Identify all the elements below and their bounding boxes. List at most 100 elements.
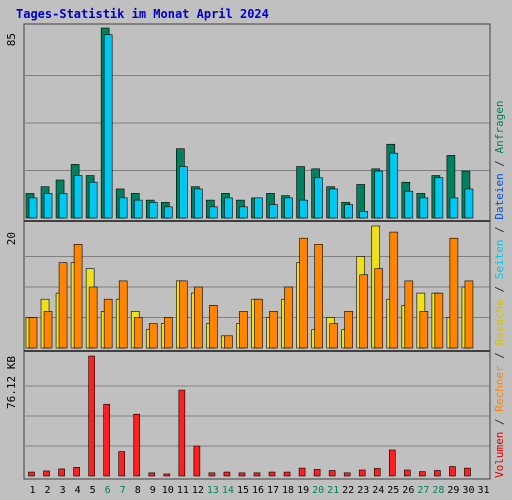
bar-dateien-day-18 [284,197,293,219]
x-tick-label: 11 [177,485,189,496]
bar-dateien-day-4 [73,175,83,219]
bar-dateien-day-17 [269,204,278,219]
x-tick-label: 7 [120,485,126,496]
bar-dateien-day-11 [179,166,188,219]
bar-volumen-day-23 [358,469,366,477]
bar-besuche-day-16 [254,298,263,349]
bar-besuche-day-21 [329,323,338,349]
bar-dateien-day-19 [299,199,308,219]
bar-besuche-day-15 [239,311,248,349]
bar-besuche-day-13 [209,304,218,349]
bar-volumen-day-3 [58,468,65,477]
bar-dateien-day-27 [419,197,429,219]
series-legend: Volumen / Rechner / Besuche / Seiten / D… [493,100,506,478]
bar-dateien-day-2 [43,193,53,219]
bar-besuche-day-10 [163,317,173,349]
bar-dateien-day-3 [58,193,68,219]
bar-dateien-day-22 [344,204,353,219]
bar-volumen-day-21 [328,470,336,477]
bar-dateien-day-1 [28,197,38,219]
bar-besuche-day-6 [103,298,113,349]
bar-besuche-day-19 [299,237,308,349]
legend-entry: Rechner [493,365,506,412]
bar-besuche-day-18 [284,286,293,349]
bar-dateien-day-6 [103,34,113,219]
bar-dateien-day-20 [314,177,323,219]
bar-besuche-day-17 [269,311,278,349]
bar-volumen-day-7 [118,451,126,477]
x-tick-label: 26 [402,485,414,496]
x-tick-label: 2 [45,485,51,496]
bar-dateien-day-10 [163,206,173,219]
x-tick-label: 12 [192,485,204,496]
bar-besuche-day-5 [88,286,98,349]
bar-volumen-day-6 [103,403,110,477]
x-tick-label: 16 [252,485,264,496]
bar-volumen-day-19 [298,467,306,477]
chart-title: Tages-Statistik im Monat April 2024 [16,7,269,21]
bar-besuche-day-23 [359,274,369,349]
x-tick-label: 23 [357,485,369,496]
legend-entry: Besuche [493,299,506,345]
x-tick-label: 1 [30,485,36,496]
bar-dateien-day-28 [434,177,444,219]
x-tick-label: 30 [462,485,474,496]
bar-besuche-day-24 [374,268,384,349]
bar-dateien-day-21 [329,188,338,219]
x-tick-label: 8 [135,485,141,496]
legend-entry: / [493,412,506,432]
bar-volumen-day-10 [163,473,171,477]
x-tick-label: 5 [90,485,96,496]
x-tick-label: 18 [282,485,294,496]
x-tick-label: 17 [267,485,279,496]
bar-besuche-day-25 [389,231,399,349]
bar-volumen-day-30 [464,467,471,477]
bar-volumen-day-16 [253,472,261,477]
bar-volumen-day-27 [419,471,426,477]
bar-dateien-day-30 [464,188,474,219]
bar-volumen-day-22 [343,472,351,477]
legend-entry: / [493,153,506,173]
bar-volumen-day-20 [313,469,321,477]
bar-besuche-day-28 [434,292,444,349]
bar-besuche-day-1 [28,317,38,349]
x-tick-label: 25 [387,485,399,496]
x-tick-label: 4 [75,485,81,496]
x-tick-label: 20 [312,485,324,496]
bar-volumen-day-18 [283,471,291,477]
bar-volumen-day-29 [449,466,456,477]
legend-entry: Anfragen [493,100,506,153]
legend-entry: / [493,279,506,299]
bar-dateien-day-15 [239,206,248,219]
bar-volumen-day-9 [148,472,156,477]
bar-volumen-day-8 [133,413,141,477]
bar-dateien-day-16 [254,197,263,219]
bar-volumen-day-17 [268,471,276,477]
bar-dateien-day-26 [404,190,414,219]
bar-besuche-day-7 [118,280,128,349]
bar-besuche-day-14 [224,335,233,349]
bar-dateien-day-14 [224,197,233,219]
bar-besuche-day-27 [419,311,429,349]
plot-frame [23,23,491,480]
bar-dateien-day-5 [88,181,98,219]
x-tick-label: 22 [342,485,354,496]
bar-besuche-day-9 [148,323,158,349]
x-tick-label: 24 [372,485,384,496]
bar-besuche-day-22 [344,311,353,349]
bar-dateien-day-12 [194,188,203,219]
bar-volumen-day-25 [388,449,396,477]
bar-besuche-day-29 [449,237,459,349]
bar-volumen-day-14 [223,471,231,477]
bar-dateien-day-7 [118,197,128,219]
bar-volumen-day-2 [43,470,50,477]
x-tick-label: 3 [60,485,66,496]
bar-volumen-day-28 [434,470,441,477]
legend-entry: / [493,220,506,240]
bar-dateien-day-23 [359,210,369,219]
x-tick-label: 31 [477,485,489,496]
x-tick-label: 9 [150,485,156,496]
bar-dateien-day-8 [133,199,143,219]
